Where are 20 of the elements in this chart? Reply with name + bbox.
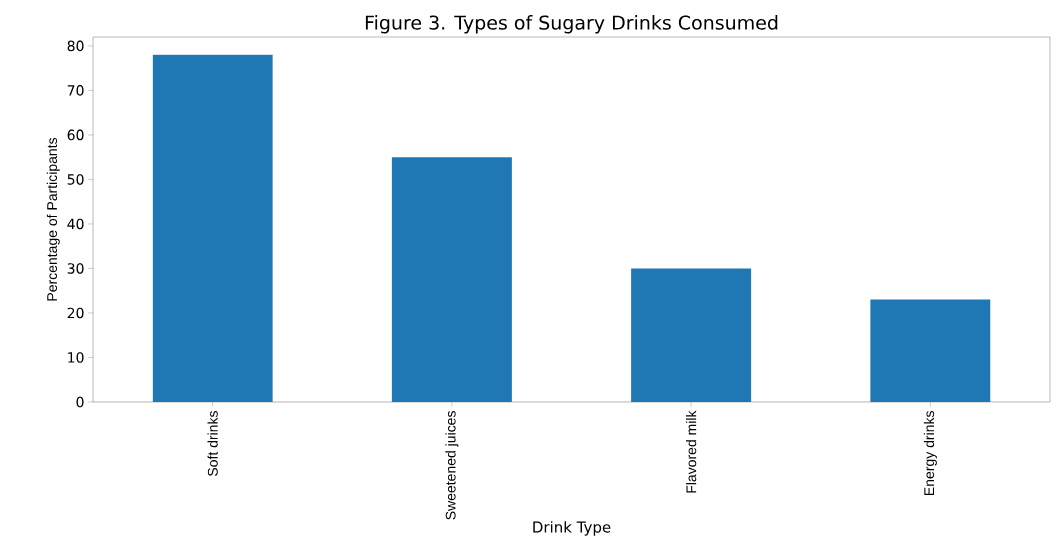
x-tick-label: Energy drinks [923,411,937,495]
y-tick-label: 40 [67,218,84,230]
y-tick-label: 10 [68,352,84,363]
bar [870,299,991,402]
x-tick-label: Flavored milk [685,410,697,493]
y-tick-label: 20 [67,307,84,319]
bar [391,157,512,402]
x-axis-title: Drink Type [533,521,611,536]
bar [152,54,273,402]
y-tick-label: 60 [67,129,84,141]
y-tick-label: 70 [67,85,84,96]
x-tick-label: Soft drinks [207,411,218,477]
x-tick-label: Sweetened juices [445,411,459,520]
y-tick-label: 30 [67,263,84,274]
y-tick-label: 0 [76,396,84,408]
bar [631,268,752,402]
y-tick-label: 50 [67,174,84,185]
y-axis-title: Percentage of Participants [46,137,60,301]
chart-title: Figure 3. Types of Sugary Drinks Consumed [365,15,778,34]
y-tick-label: 80 [67,40,84,52]
